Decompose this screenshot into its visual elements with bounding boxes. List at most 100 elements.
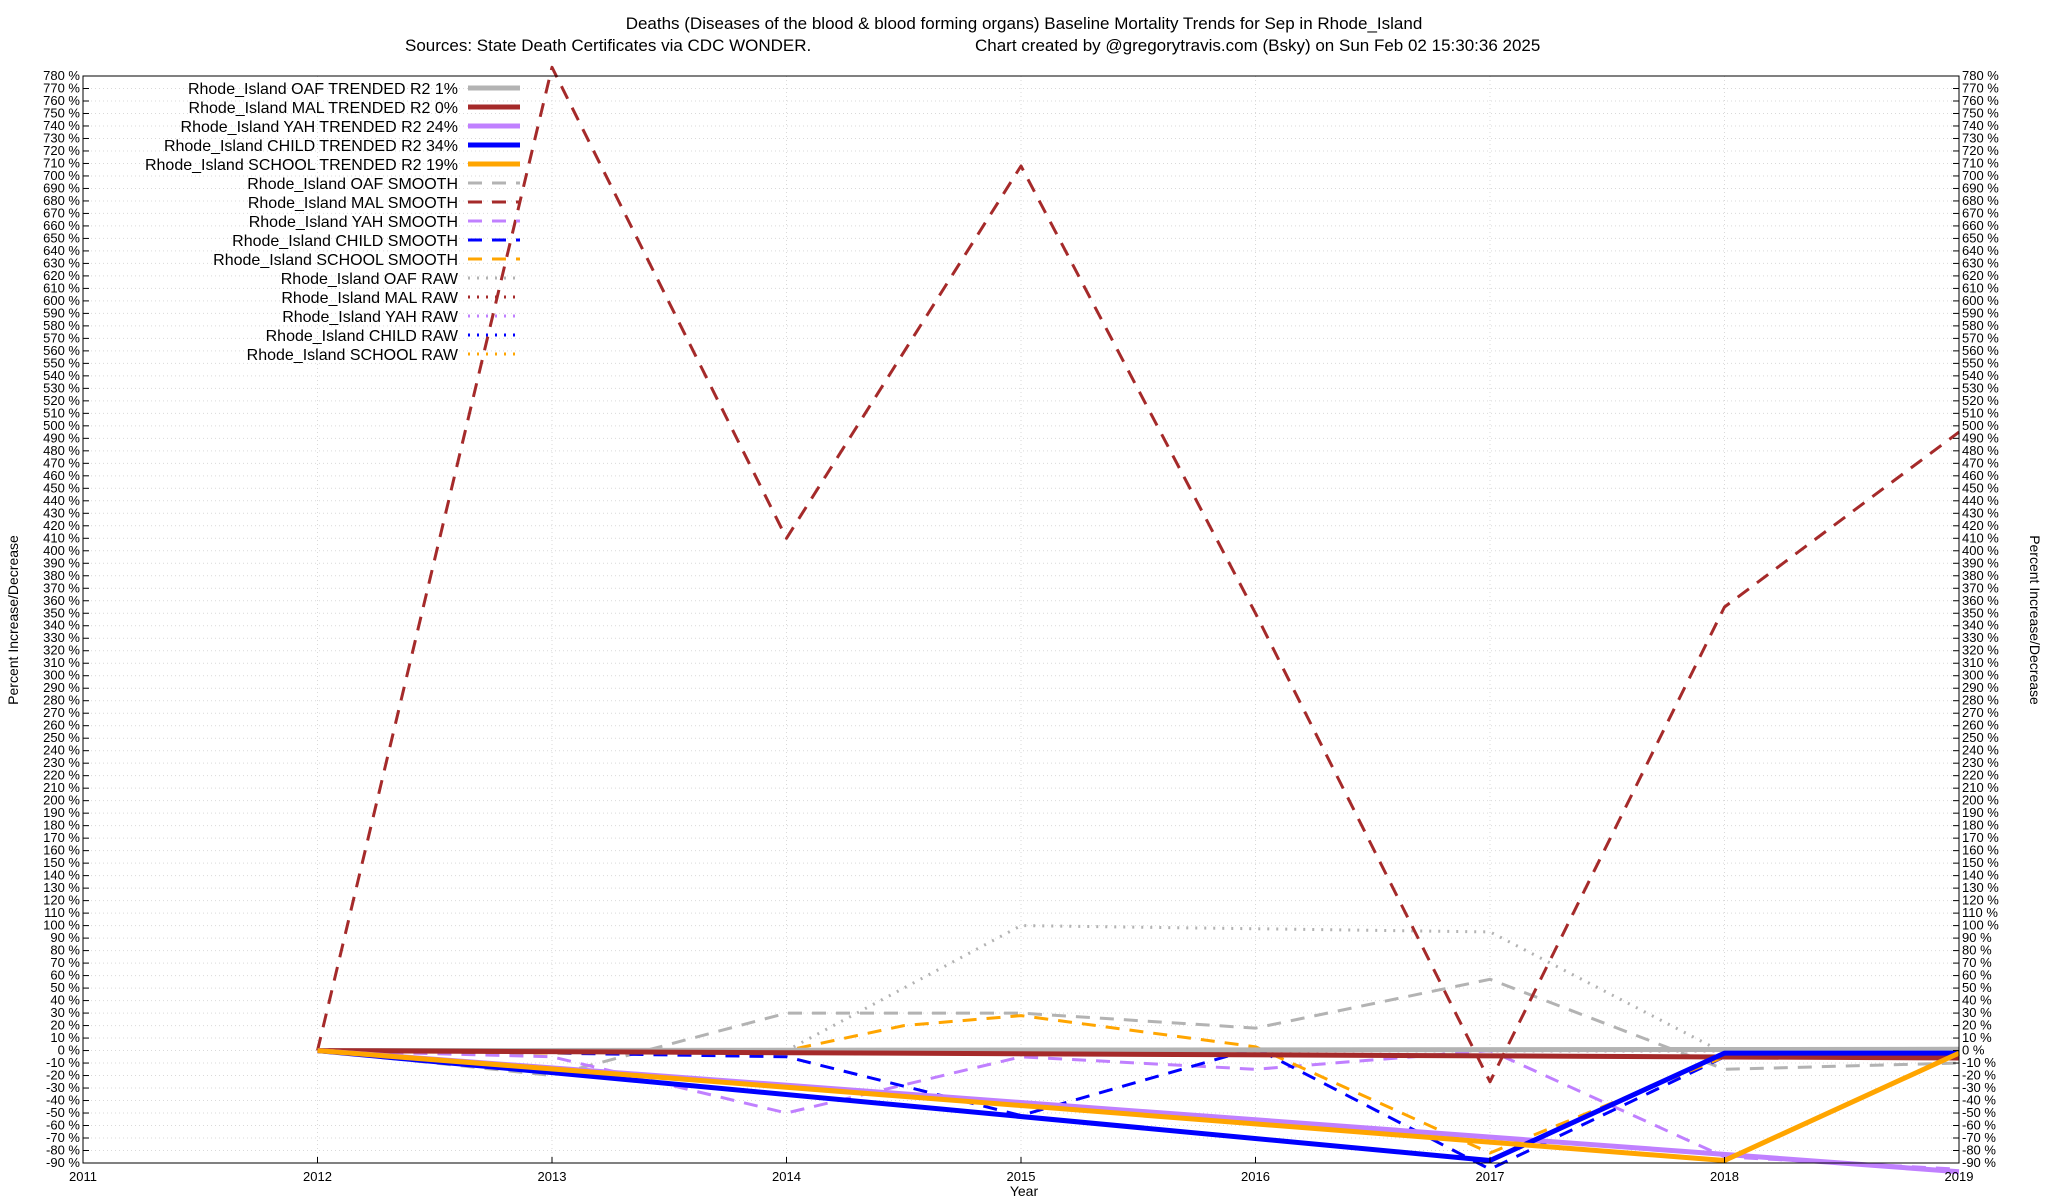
y-tick-label-right: 650 % (1962, 230, 1999, 245)
y-tick-label-left: -60 % (46, 1118, 80, 1133)
y-tick-label-right: -90 % (1962, 1155, 1996, 1170)
y-tick-label-left: 460 % (43, 468, 80, 483)
x-tick-label: 2016 (1241, 1169, 1270, 1184)
y-axis-label-right: Percent Increase/Decrease (2027, 535, 2043, 705)
y-tick-label-right: 370 % (1962, 580, 1999, 595)
y-tick-label-left: 670 % (43, 205, 80, 220)
y-tick-label-right: 310 % (1962, 655, 1999, 670)
y-tick-label-left: 700 % (43, 168, 80, 183)
legend-label-9: Rhode_Island SCHOOL SMOOTH (213, 252, 458, 269)
y-tick-label-right: -20 % (1962, 1068, 1996, 1083)
series-line-10 (317, 924, 1959, 1055)
legend-label-10: Rhode_Island OAF RAW (281, 271, 459, 288)
y-tick-label-left: 260 % (43, 718, 80, 733)
y-tick-label-left: 110 % (44, 905, 80, 920)
y-tick-label-left: 50 % (50, 980, 80, 995)
y-tick-label-left: 370 % (43, 580, 80, 595)
y-tick-label-right: 230 % (1962, 755, 1999, 770)
y-tick-label-right: 610 % (1962, 280, 1999, 295)
y-tick-label-left: 90 % (50, 930, 80, 945)
y-tick-label-right: 500 % (1962, 418, 1999, 433)
y-tick-label-right: 460 % (1962, 468, 1999, 483)
y-tick-label-right: 60 % (1962, 968, 1992, 983)
y-tick-label-left: 600 % (43, 293, 80, 308)
y-tick-label-left: 580 % (43, 318, 80, 333)
y-tick-label-right: 270 % (1962, 705, 1999, 720)
y-tick-label-right: 240 % (1962, 743, 1999, 758)
y-tick-label-left: 320 % (43, 643, 80, 658)
y-tick-label-left: 660 % (43, 218, 80, 233)
y-tick-label-left: 160 % (43, 843, 80, 858)
y-tick-label-left: 60 % (50, 968, 80, 983)
x-tick-label: 2011 (69, 1169, 97, 1184)
y-tick-label-left: 80 % (50, 943, 80, 958)
x-tick-label: 2013 (538, 1169, 567, 1184)
y-tick-label-right: 340 % (1962, 618, 1999, 633)
y-tick-label-right: 780 % (1962, 68, 1999, 83)
y-tick-label-right: 210 % (1962, 780, 1999, 795)
y-tick-label-left: 280 % (43, 693, 80, 708)
y-tick-label-left: 400 % (43, 543, 80, 558)
y-tick-label-left: 560 % (43, 343, 80, 358)
legend-label-13: Rhode_Island CHILD RAW (266, 328, 459, 345)
y-tick-label-right: 330 % (1962, 630, 1999, 645)
y-tick-label-right: 600 % (1962, 293, 1999, 308)
y-tick-label-left: 340 % (43, 618, 80, 633)
y-tick-label-left: 520 % (43, 393, 80, 408)
y-tick-label-right: 590 % (1962, 305, 1999, 320)
y-tick-label-left: 410 % (43, 530, 80, 545)
y-tick-label-right: 760 % (1962, 93, 1999, 108)
y-tick-label-left: 0 % (58, 1043, 81, 1058)
y-axis-right: -90 %-80 %-70 %-60 %-50 %-40 %-30 %-20 %… (1953, 68, 1999, 1170)
y-tick-label-left: -30 % (46, 1080, 80, 1095)
legend-label-1: Rhode_Island MAL TRENDED R2 0% (189, 100, 458, 117)
y-tick-label-right: 620 % (1962, 268, 1999, 283)
y-tick-label-left: 360 % (43, 593, 80, 608)
y-tick-label-right: 490 % (1962, 430, 1999, 445)
y-tick-label-right: 130 % (1962, 880, 1999, 895)
y-tick-label-right: 770 % (1962, 80, 1999, 95)
y-tick-label-left: 650 % (43, 230, 80, 245)
y-tick-label-right: 20 % (1962, 1018, 1992, 1033)
y-tick-label-left: 140 % (43, 868, 80, 883)
y-tick-label-left: 720 % (43, 143, 80, 158)
y-tick-label-left: -50 % (46, 1105, 80, 1120)
y-tick-label-left: 40 % (50, 993, 80, 1008)
y-tick-label-left: 570 % (43, 330, 80, 345)
y-tick-label-left: 310 % (43, 655, 80, 670)
y-tick-label-right: -30 % (1962, 1080, 1996, 1095)
y-tick-label-right: 570 % (1962, 330, 1999, 345)
y-tick-label-left: 380 % (43, 568, 80, 583)
y-tick-label-left: 590 % (43, 305, 80, 320)
y-tick-label-right: 320 % (1962, 643, 1999, 658)
y-tick-label-right: 280 % (1962, 693, 1999, 708)
y-tick-label-right: 200 % (1962, 793, 1999, 808)
y-tick-label-left: 610 % (43, 280, 80, 295)
y-tick-label-left: 480 % (43, 443, 80, 458)
y-tick-label-right: 10 % (1962, 1030, 1992, 1045)
legend-label-0: Rhode_Island OAF TRENDED R2 1% (188, 81, 458, 98)
y-tick-label-right: -10 % (1962, 1055, 1996, 1070)
y-tick-label-left: 20 % (50, 1018, 80, 1033)
chart-title: Deaths (Diseases of the blood & blood fo… (626, 14, 1423, 33)
y-tick-label-right: 400 % (1962, 543, 1999, 558)
y-tick-label-left: 440 % (43, 493, 80, 508)
y-tick-label-left: 760 % (43, 93, 80, 108)
y-axis-label-left: Percent Increase/Decrease (5, 535, 21, 705)
y-tick-label-right: 630 % (1962, 255, 1999, 270)
y-tick-label-left: 10 % (50, 1030, 80, 1045)
y-tick-label-right: 720 % (1962, 143, 1999, 158)
y-tick-label-right: 30 % (1962, 1005, 1992, 1020)
y-tick-label-left: 30 % (50, 1005, 80, 1020)
y-tick-label-right: 290 % (1962, 680, 1999, 695)
y-tick-label-right: 120 % (1962, 893, 1999, 908)
series-line-6 (316, 65, 1960, 1084)
y-tick-label-right: 50 % (1962, 980, 1992, 995)
y-tick-label-right: 740 % (1962, 118, 1999, 133)
legend-label-4: Rhode_Island SCHOOL TRENDED R2 19% (145, 157, 458, 174)
y-tick-label-left: 680 % (43, 193, 80, 208)
y-tick-label-left: 500 % (43, 418, 80, 433)
y-tick-label-left: 200 % (43, 793, 80, 808)
legend-label-6: Rhode_Island MAL SMOOTH (248, 195, 458, 212)
y-tick-label-left: 730 % (43, 130, 80, 145)
